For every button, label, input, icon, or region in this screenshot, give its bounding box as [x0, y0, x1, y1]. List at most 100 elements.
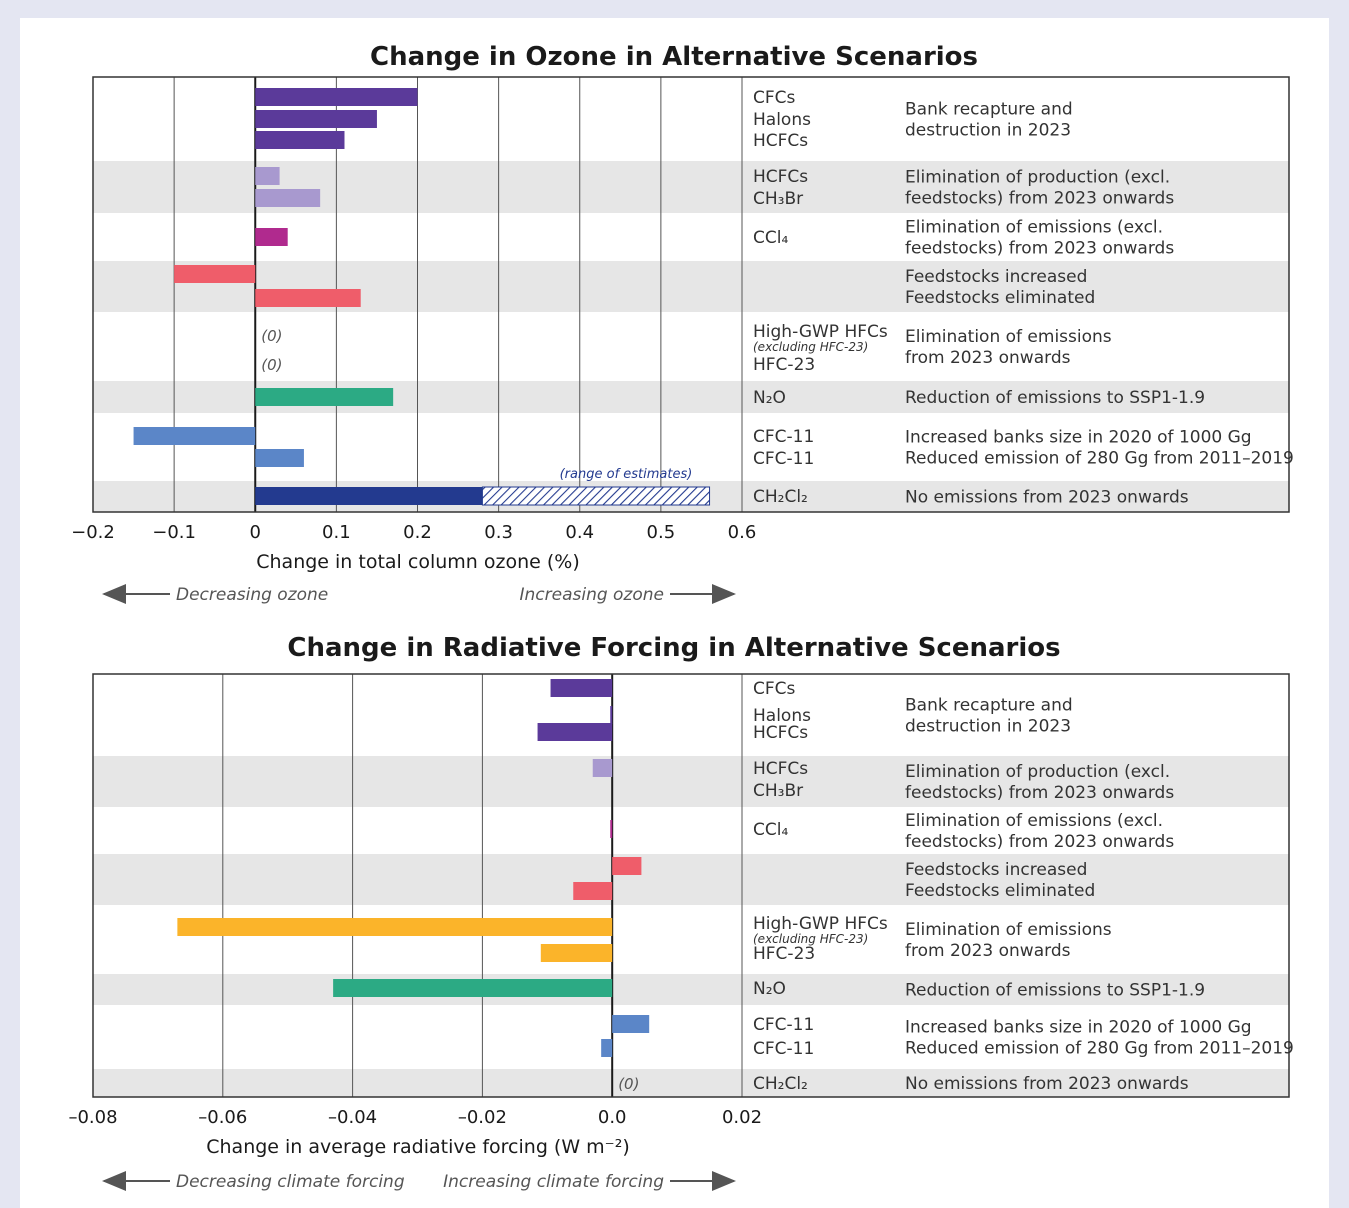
- scenario-description: Bank recapture and: [905, 696, 1073, 716]
- scenario-description: No emissions from 2023 onwards: [905, 488, 1189, 508]
- scenario-description: from 2023 onwards: [905, 348, 1071, 368]
- bar: [573, 882, 612, 900]
- row-label: CFC-11: [753, 449, 814, 469]
- range-note: (range of estimates): [560, 467, 693, 482]
- row-label: CH₂Cl₂: [753, 1074, 808, 1094]
- row-label: CFC-11: [753, 427, 814, 447]
- x-axis-label: Change in average radiative forcing (W m…: [206, 1136, 629, 1158]
- increasing-label: Increasing ozone: [519, 585, 664, 605]
- bar: [601, 1039, 612, 1057]
- x-tick-label: −0.2: [71, 522, 115, 543]
- bar: [333, 979, 612, 997]
- scenario-description: destruction in 2023: [905, 121, 1071, 141]
- x-axis-label: Change in total column ozone (%): [256, 551, 579, 573]
- scenario-description: Elimination of production (excl.: [905, 168, 1170, 188]
- scenario-description: feedstocks) from 2023 onwards: [905, 239, 1174, 259]
- scenario-description: Elimination of emissions (excl.: [905, 811, 1163, 831]
- scenario-description: Reduced emission of 280 Gg from 2011–201…: [905, 449, 1294, 469]
- forcing-chart: Change in Radiative Forcing in Alternati…: [68, 633, 1293, 1192]
- bar: [538, 723, 613, 741]
- row-label: HCFCs: [753, 131, 808, 151]
- scenario-description: destruction in 2023: [905, 717, 1071, 737]
- x-tick-label: 0.2: [403, 522, 432, 543]
- chart-title: Change in Ozone in Alternative Scenarios: [370, 42, 978, 72]
- bar: [255, 388, 393, 406]
- x-tick-label: –0.06: [198, 1107, 247, 1128]
- scenario-description: Reduction of emissions to SSP1-1.9: [905, 388, 1205, 408]
- x-tick-label: 0.5: [647, 522, 676, 543]
- ozone-chart: Change in Ozone in Alternative Scenarios…: [71, 42, 1294, 605]
- range-bar: [482, 487, 709, 505]
- scenario-description: from 2023 onwards: [905, 941, 1071, 961]
- bar: [255, 131, 344, 149]
- row-label: HFC-23: [753, 944, 815, 964]
- x-tick-label: 0.6: [728, 522, 757, 543]
- scenario-description: Elimination of production (excl.: [905, 762, 1170, 782]
- row-sublabel: (excluding HFC-23): [753, 340, 868, 354]
- bar: [255, 289, 360, 307]
- row-label: HFC-23: [753, 355, 815, 375]
- bar: [255, 449, 304, 467]
- scenario-description: Elimination of emissions (excl.: [905, 218, 1163, 238]
- bar: [255, 110, 377, 128]
- scenario-description: feedstocks) from 2023 onwards: [905, 783, 1174, 803]
- x-tick-labels: –0.08 –0.06 –0.04 –0.02 0.0 0.02: [68, 1107, 762, 1128]
- scenario-description: Reduced emission of 280 Gg from 2011–201…: [905, 1039, 1294, 1059]
- bar: [610, 820, 612, 838]
- x-tick-label: 0.3: [484, 522, 513, 543]
- bar: [593, 759, 612, 777]
- x-tick-label: 0.02: [722, 1107, 762, 1128]
- x-tick-label: 0.0: [598, 1107, 627, 1128]
- scenario-band-shaded: [93, 854, 1289, 905]
- row-label: Halons: [753, 110, 811, 130]
- row-label: HCFCs: [753, 759, 808, 779]
- row-label: CFC-11: [753, 1039, 814, 1059]
- decreasing-label: Decreasing ozone: [176, 585, 328, 605]
- row-label: HCFCs: [753, 723, 808, 743]
- scenario-description: feedstocks) from 2023 onwards: [905, 832, 1174, 852]
- bar: [255, 228, 287, 246]
- scenario-description: Feedstocks eliminated: [905, 288, 1095, 308]
- row-label: N₂O: [753, 979, 786, 999]
- bar: [177, 918, 612, 936]
- bar: [541, 944, 612, 962]
- scenario-description: Increased banks size in 2020 of 1000 Gg: [905, 1018, 1252, 1038]
- row-label: CFCs: [753, 88, 796, 108]
- row-label: N₂O: [753, 388, 786, 408]
- scenario-description: Bank recapture and: [905, 100, 1073, 120]
- row-label: CH₃Br: [753, 781, 803, 801]
- row-label: CFC-11: [753, 1015, 814, 1035]
- row-label: CFCs: [753, 679, 796, 699]
- bar: [612, 1015, 649, 1033]
- x-tick-label: 0.4: [565, 522, 594, 543]
- x-tick-labels: −0.2 −0.1 0 0.1 0.2 0.3 0.4 0.5 0.6: [71, 522, 756, 543]
- bar: [174, 265, 255, 283]
- bar: [134, 427, 256, 445]
- row-label: CCl₄: [753, 820, 788, 840]
- bar: [255, 189, 320, 207]
- x-tick-label: 0.1: [322, 522, 351, 543]
- chart-title: Change in Radiative Forcing in Alternati…: [287, 633, 1060, 663]
- scenario-description: No emissions from 2023 onwards: [905, 1074, 1189, 1094]
- bar: [612, 857, 641, 875]
- row-label: HCFCs: [753, 167, 808, 187]
- zero-value-label: (0): [618, 1075, 639, 1093]
- row-label: CH₃Br: [753, 189, 803, 209]
- scenario-description: Reduction of emissions to SSP1-1.9: [905, 981, 1205, 1001]
- decreasing-label: Decreasing climate forcing: [176, 1172, 405, 1192]
- row-label: CH₂Cl₂: [753, 487, 808, 507]
- x-tick-label: –0.02: [458, 1107, 507, 1128]
- scenario-description: Feedstocks increased: [905, 860, 1087, 880]
- figure-panel: Change in Ozone in Alternative Scenarios…: [20, 18, 1329, 1208]
- x-tick-label: –0.08: [68, 1107, 117, 1128]
- scenario-description: Feedstocks eliminated: [905, 881, 1095, 901]
- bar: [255, 167, 279, 185]
- zero-value-label: (0): [261, 327, 282, 345]
- scenario-description: Increased banks size in 2020 of 1000 Gg: [905, 428, 1252, 448]
- scenario-description: Elimination of emissions: [905, 920, 1112, 940]
- bar: [255, 88, 417, 106]
- scenario-description: Elimination of emissions: [905, 327, 1112, 347]
- chart-canvas: Change in Ozone in Alternative Scenarios…: [20, 18, 1329, 1208]
- x-tick-label: 0: [250, 522, 261, 543]
- row-label: High-GWP HFCs: [753, 914, 888, 934]
